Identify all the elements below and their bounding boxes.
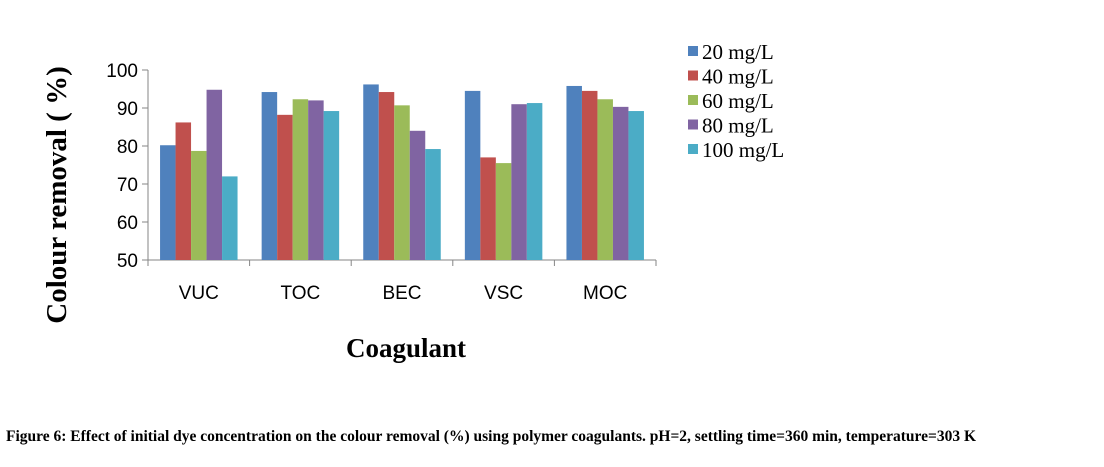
bar-vuc-80mgl: [206, 89, 223, 260]
bar-vuc-20mgl: [160, 145, 176, 260]
figure-caption: Figure 6: Effect of initial dye concentr…: [6, 428, 977, 445]
legend-label: 60 mg/L: [702, 89, 774, 113]
x-axis-label: Coagulant: [346, 333, 466, 363]
x-tick-label: VUC: [179, 283, 219, 304]
y-tick-label: 90: [117, 99, 138, 120]
y-tick-label: 60: [117, 213, 138, 234]
bar-bec-100mgl: [425, 149, 441, 260]
legend-swatch: [688, 119, 698, 130]
bar-moc-80mgl: [612, 106, 629, 260]
legend-label: 40 mg/L: [702, 65, 774, 89]
bar-toc-20mgl: [261, 92, 278, 260]
legend-swatch: [688, 95, 698, 105]
bar-vuc-60mgl: [191, 150, 207, 260]
legend-swatch: [688, 46, 698, 56]
bar-toc-80mgl: [308, 100, 324, 261]
y-axis-label: Colour removal ( %): [41, 66, 73, 323]
y-tick-label: 50: [117, 251, 138, 272]
legend-label: 100 mg/L: [702, 138, 784, 162]
y-tick-label: 70: [117, 175, 138, 196]
bar-vsc-20mgl: [464, 90, 481, 261]
y-tick-label: 80: [117, 137, 138, 158]
bar-bec-20mgl: [363, 84, 379, 260]
bar-toc-40mgl: [277, 114, 293, 260]
bar-vsc-40mgl: [480, 157, 496, 260]
bar-moc-60mgl: [597, 99, 613, 260]
bar-vuc-40mgl: [175, 122, 192, 260]
legend-swatch: [688, 144, 698, 154]
bar-bec-80mgl: [409, 130, 426, 260]
y-tick-label: 100: [106, 61, 138, 82]
bar-vsc-60mgl: [495, 163, 512, 260]
legend-swatch: [688, 70, 698, 81]
x-tick-label: TOC: [281, 283, 321, 304]
x-tick-label: VSC: [484, 283, 523, 304]
plot-area: 50 60 70 80 90 100 VUC TOC BEC VSC MOC: [106, 61, 657, 304]
bar-bec-60mgl: [394, 105, 410, 260]
bar-toc-60mgl: [292, 99, 309, 260]
bar-chart: Colour removal ( %) Coagulant 50 60 70 80 90…: [41, 40, 784, 363]
legend-label: 80 mg/L: [702, 114, 774, 138]
bar-moc-20mgl: [566, 85, 582, 261]
bar-vsc-100mgl: [526, 103, 543, 260]
bar-moc-100mgl: [628, 111, 644, 260]
bar-vsc-80mgl: [511, 104, 527, 260]
bar-vuc-100mgl: [222, 176, 238, 260]
x-tick-label: BEC: [382, 283, 421, 304]
x-tick-label: MOC: [583, 283, 627, 304]
bar-bec-40mgl: [378, 92, 395, 260]
bar-toc-100mgl: [323, 111, 340, 260]
legend-label: 20 mg/L: [702, 40, 774, 64]
bar-moc-40mgl: [581, 90, 598, 261]
